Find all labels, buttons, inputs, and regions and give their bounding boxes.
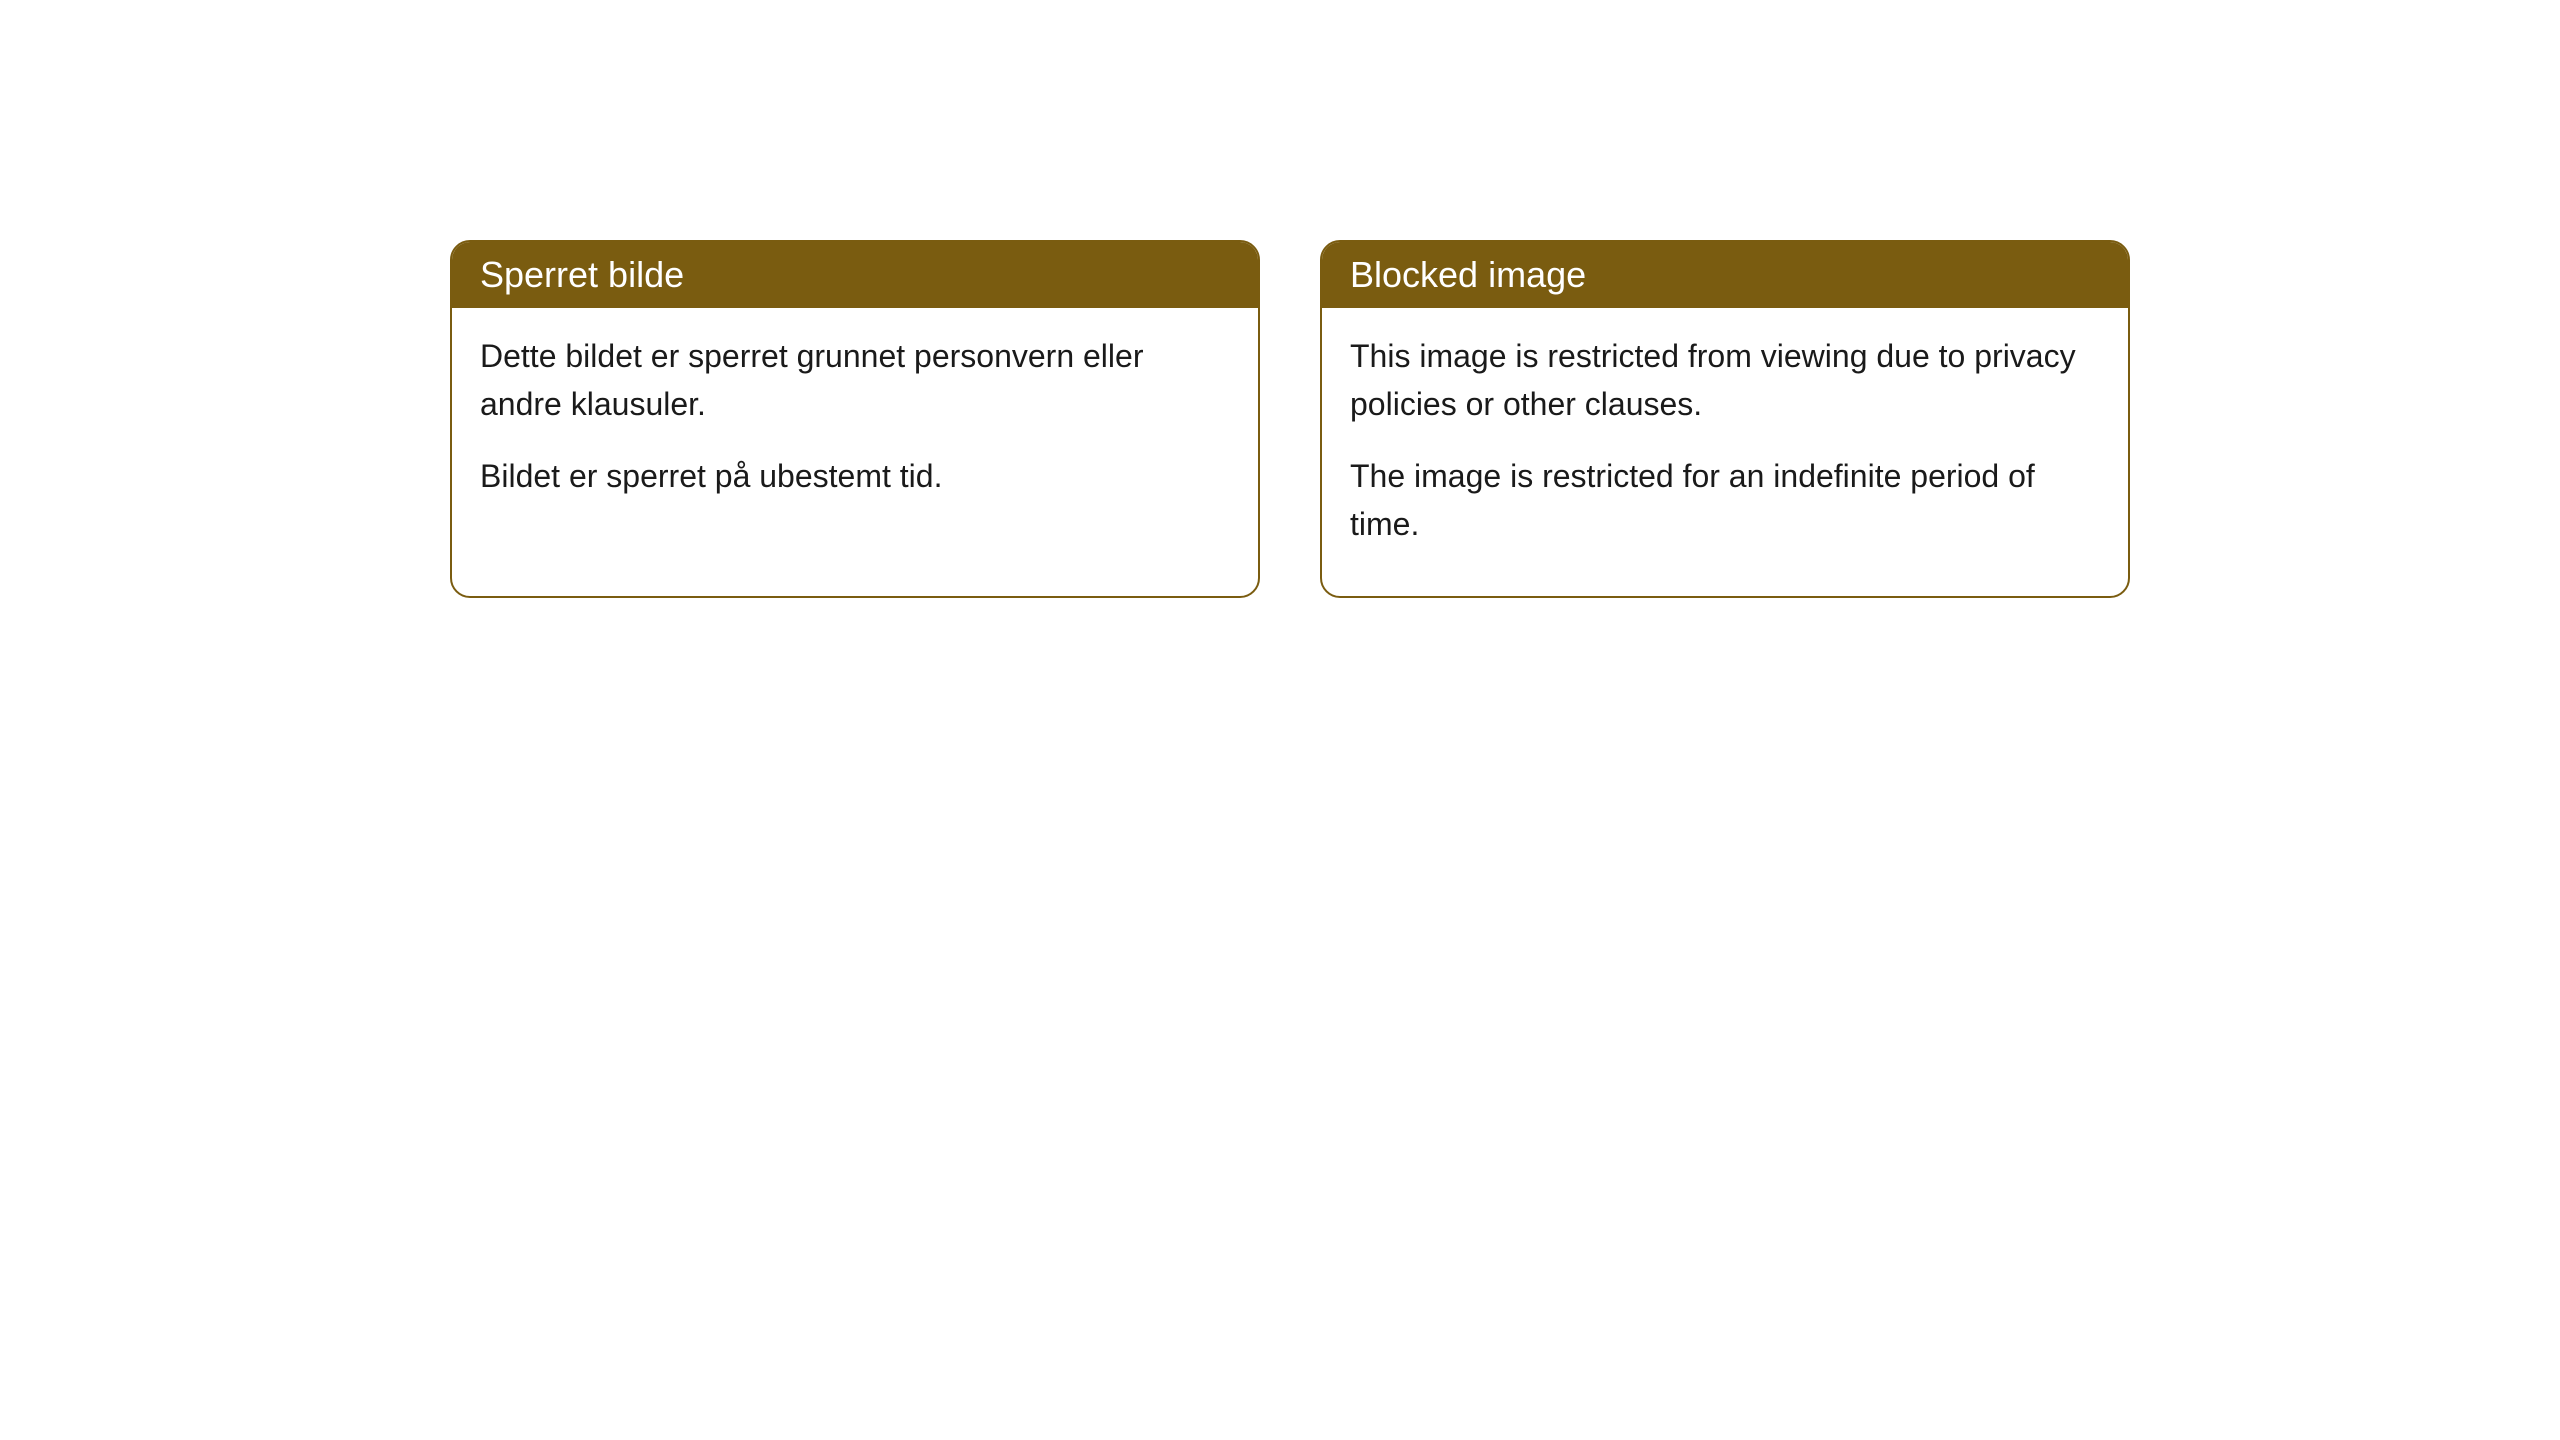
card-title: Sperret bilde: [480, 254, 684, 295]
card-body: This image is restricted from viewing du…: [1322, 308, 2128, 596]
card-title: Blocked image: [1350, 254, 1586, 295]
notice-cards-container: Sperret bilde Dette bildet er sperret gr…: [450, 240, 2130, 598]
card-header: Sperret bilde: [452, 242, 1258, 308]
card-paragraph: Bildet er sperret på ubestemt tid.: [480, 452, 1230, 500]
card-header: Blocked image: [1322, 242, 2128, 308]
card-body: Dette bildet er sperret grunnet personve…: [452, 308, 1258, 548]
card-paragraph: This image is restricted from viewing du…: [1350, 332, 2100, 428]
card-paragraph: Dette bildet er sperret grunnet personve…: [480, 332, 1230, 428]
notice-card-norwegian: Sperret bilde Dette bildet er sperret gr…: [450, 240, 1260, 598]
notice-card-english: Blocked image This image is restricted f…: [1320, 240, 2130, 598]
card-paragraph: The image is restricted for an indefinit…: [1350, 452, 2100, 548]
